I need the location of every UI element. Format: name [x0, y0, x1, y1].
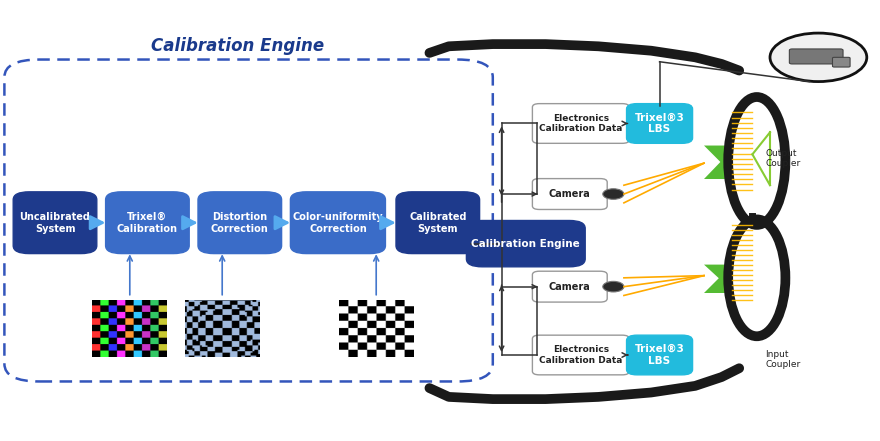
Text: Calibration Engine: Calibration Engine [472, 239, 580, 249]
FancyBboxPatch shape [627, 104, 693, 143]
Text: Camera: Camera [549, 282, 590, 292]
Text: Distortion
Correction: Distortion Correction [211, 212, 268, 233]
Text: Calibration Engine: Calibration Engine [151, 37, 324, 55]
Circle shape [770, 33, 867, 82]
FancyBboxPatch shape [532, 271, 607, 302]
Text: Trixel®3
LBS: Trixel®3 LBS [634, 344, 685, 366]
Text: Electronics
Calibration Data: Electronics Calibration Data [539, 345, 622, 365]
Text: Uncalibrated
System: Uncalibrated System [19, 212, 91, 233]
Circle shape [603, 281, 624, 292]
Text: Electronics
Calibration Data: Electronics Calibration Data [539, 114, 622, 133]
FancyBboxPatch shape [789, 49, 843, 64]
Polygon shape [704, 267, 730, 293]
FancyBboxPatch shape [532, 179, 607, 209]
FancyBboxPatch shape [627, 335, 693, 375]
FancyBboxPatch shape [532, 104, 629, 143]
Circle shape [603, 189, 624, 199]
Text: Camera: Camera [549, 189, 590, 199]
FancyBboxPatch shape [13, 192, 97, 254]
Polygon shape [704, 152, 730, 179]
Polygon shape [704, 146, 730, 172]
Polygon shape [704, 265, 730, 289]
Text: Calibrated
System: Calibrated System [409, 212, 466, 233]
FancyBboxPatch shape [198, 192, 282, 254]
FancyBboxPatch shape [396, 192, 480, 254]
FancyBboxPatch shape [290, 192, 385, 254]
FancyBboxPatch shape [106, 192, 189, 254]
Text: Trixel®3
LBS: Trixel®3 LBS [634, 113, 685, 134]
FancyBboxPatch shape [466, 220, 585, 267]
Text: Input
Coupler: Input Coupler [766, 350, 801, 369]
Text: Output
Coupler: Output Coupler [766, 149, 801, 168]
FancyBboxPatch shape [832, 57, 850, 67]
FancyBboxPatch shape [532, 335, 629, 375]
Text: Color-uniformity
Correction: Color-uniformity Correction [293, 212, 383, 233]
Text: Trixel®
Calibration: Trixel® Calibration [117, 212, 178, 233]
